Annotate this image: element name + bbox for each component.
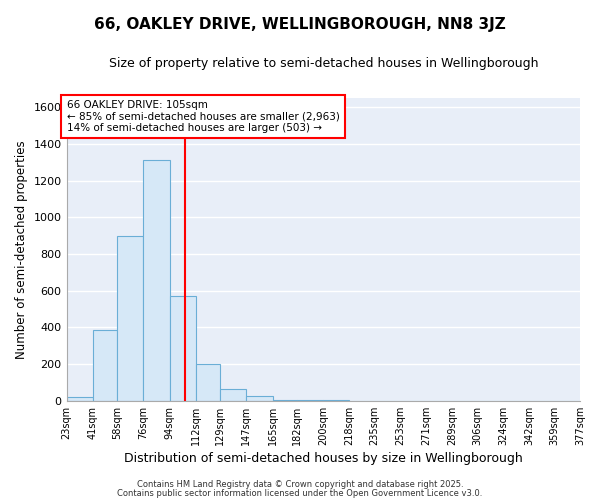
Bar — [118, 236, 143, 401]
Bar — [143, 160, 170, 401]
Bar — [196, 364, 220, 401]
Y-axis label: Number of semi-detached properties: Number of semi-detached properties — [15, 140, 28, 359]
Bar — [92, 330, 118, 401]
Bar — [170, 296, 196, 401]
Text: 66 OAKLEY DRIVE: 105sqm
← 85% of semi-detached houses are smaller (2,963)
14% of: 66 OAKLEY DRIVE: 105sqm ← 85% of semi-de… — [67, 100, 340, 133]
Text: Contains HM Land Registry data © Crown copyright and database right 2025.: Contains HM Land Registry data © Crown c… — [137, 480, 463, 489]
Text: 66, OAKLEY DRIVE, WELLINGBOROUGH, NN8 3JZ: 66, OAKLEY DRIVE, WELLINGBOROUGH, NN8 3J… — [94, 18, 506, 32]
Bar — [67, 397, 92, 401]
Title: Size of property relative to semi-detached houses in Wellingborough: Size of property relative to semi-detach… — [109, 58, 538, 70]
Bar — [220, 389, 247, 401]
Text: Contains public sector information licensed under the Open Government Licence v3: Contains public sector information licen… — [118, 488, 482, 498]
Bar — [247, 396, 272, 401]
X-axis label: Distribution of semi-detached houses by size in Wellingborough: Distribution of semi-detached houses by … — [124, 452, 523, 465]
Bar — [272, 400, 297, 401]
